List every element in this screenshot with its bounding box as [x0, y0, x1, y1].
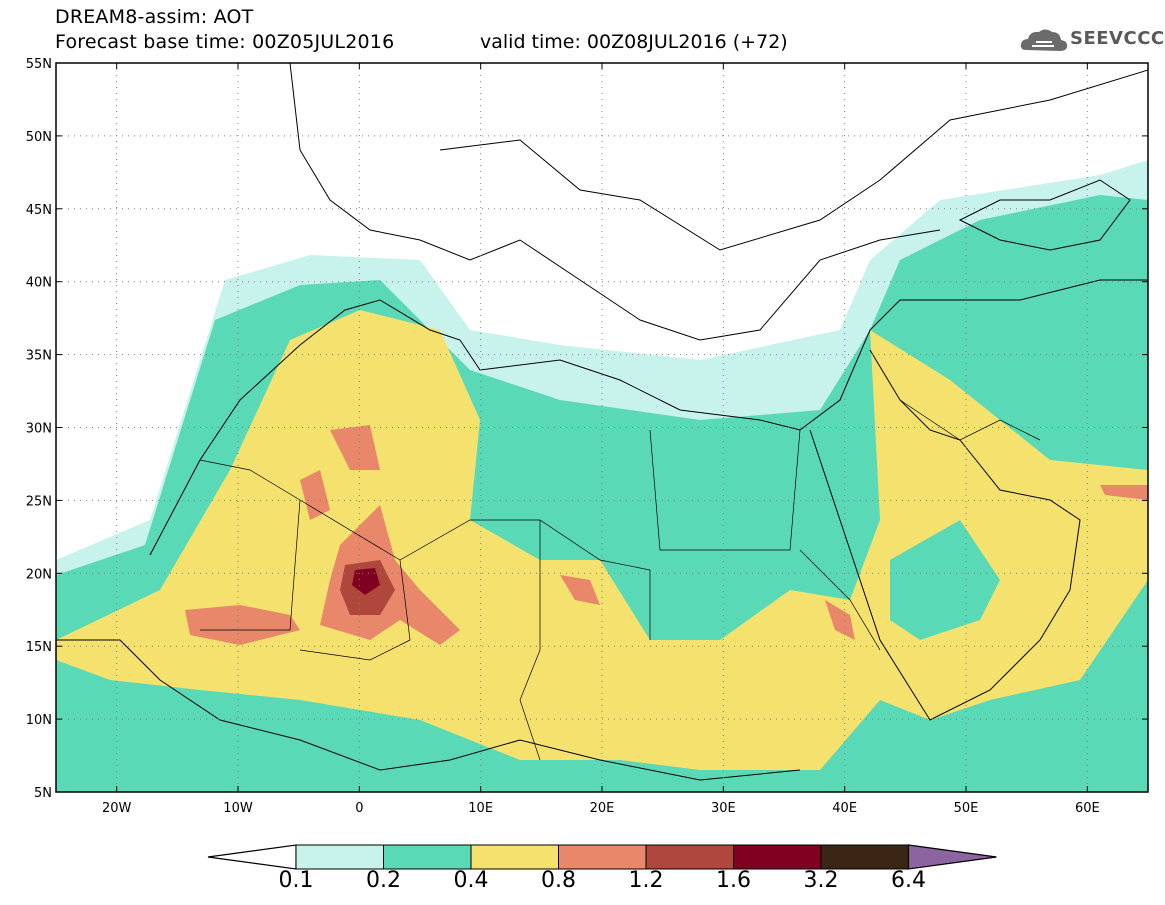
axis-ticks: [56, 62, 1148, 793]
borders: [199, 399, 1041, 761]
longitude-label: 10W: [223, 801, 253, 816]
longitude-label: 40E: [832, 801, 857, 816]
latitude-label: 45N: [26, 203, 52, 218]
colorbar-label: 0.4: [453, 868, 489, 893]
coastlines: [56, 63, 1148, 781]
colorbar-swatch: [820, 844, 909, 870]
latitude-label: 55N: [26, 57, 52, 72]
aot-field: [56, 63, 1148, 792]
colorbar-over-arrow: [907, 844, 997, 870]
graticule: [56, 63, 1148, 792]
longitude-label: 50E: [954, 801, 979, 816]
latitude-label: 30N: [26, 422, 52, 437]
colorbar-label: 0.8: [541, 868, 576, 893]
logo-text: SEEVCCC: [1070, 28, 1165, 49]
longitude-labels: 20W 10W 0 10E 20E 30E 40E 50E 60E: [102, 801, 1100, 816]
latitude-labels: 55N 50N 45N 40N 35N 30N 25N 20N 15N 10N 5N: [26, 57, 52, 801]
valid-time: valid time: 00Z08JUL2016 (+72): [480, 31, 788, 53]
colorbar-swatch: [470, 844, 559, 870]
cloud-icon: [1020, 29, 1068, 51]
longitude-label: 20E: [590, 801, 615, 816]
latitude-label: 35N: [26, 349, 52, 364]
colorbar-swatch: [558, 844, 647, 870]
longitude-label: 30E: [711, 801, 736, 816]
colorbar-swatch: [733, 844, 822, 870]
colorbar-label: 3.2: [803, 868, 839, 893]
longitude-label: 10E: [468, 801, 493, 816]
latitude-label: 20N: [26, 567, 52, 582]
latitude-label: 50N: [26, 130, 52, 145]
latitude-label: 5N: [34, 786, 52, 801]
latitude-label: 40N: [26, 276, 52, 291]
colorbar-label: 1.6: [716, 868, 751, 893]
map-title: DREAM8-assim: AOT: [55, 6, 254, 28]
longitude-label: 20W: [102, 801, 132, 816]
colorbar-label: 0.2: [366, 868, 401, 893]
colorbar-label: 0.1: [278, 868, 314, 893]
latitude-label: 15N: [26, 640, 52, 655]
colorbar: [207, 844, 997, 870]
colorbar-label: 6.4: [891, 868, 926, 893]
colorbar-swatch: [383, 844, 472, 870]
colorbar-swatch: [295, 844, 384, 870]
longitude-label: 60E: [1075, 801, 1100, 816]
forecast-base-time: Forecast base time: 00Z05JUL2016: [55, 31, 395, 53]
colorbar-swatch: [645, 844, 734, 870]
colorbar-label: 1.2: [628, 868, 664, 893]
latitude-label: 25N: [26, 494, 52, 509]
colorbar-under-arrow: [207, 844, 297, 870]
longitude-label: 0: [355, 801, 363, 816]
latitude-label: 10N: [26, 713, 52, 728]
